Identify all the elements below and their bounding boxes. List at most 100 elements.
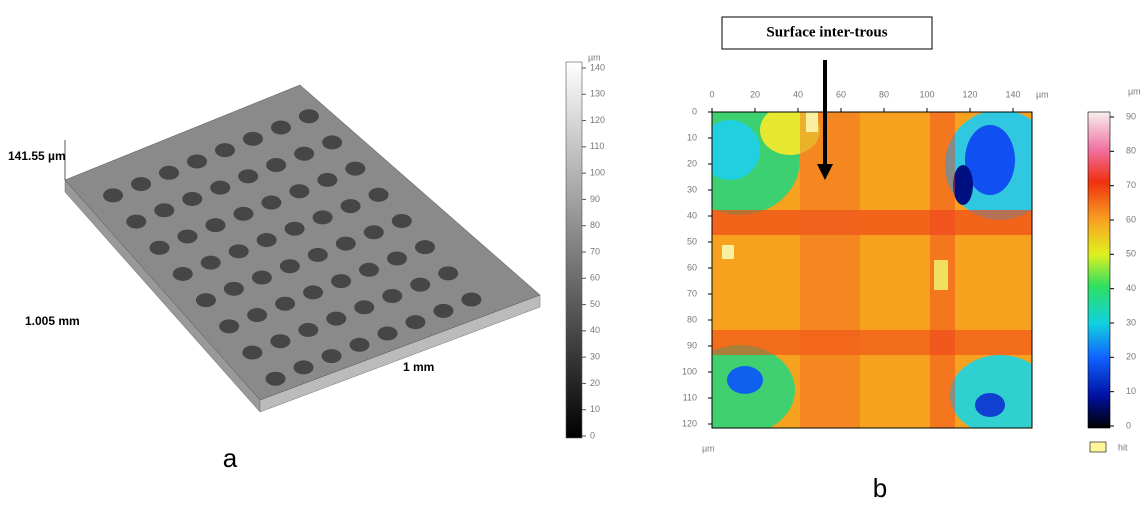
hole: [219, 319, 240, 334]
colorbar-tick-label: 10: [590, 404, 600, 414]
y-tick-label: 40: [687, 210, 697, 220]
colorbar-tick-label: 60: [590, 273, 600, 283]
hole: [187, 154, 207, 169]
x-tick-label: 120: [962, 89, 977, 99]
hole: [303, 285, 324, 300]
panel-a-label: a: [223, 443, 238, 473]
hole: [177, 229, 198, 244]
hole: [461, 292, 482, 307]
colorbar-a: [565, 61, 583, 439]
colorbar-tick-label: 20: [1126, 352, 1136, 362]
hole: [321, 349, 342, 364]
height-label: 141.55 µm: [8, 149, 66, 163]
x-tick-label: 140: [1005, 89, 1020, 99]
hole: [200, 255, 221, 270]
y-tick-label: 120: [682, 418, 697, 428]
y-tick-label: 30: [687, 184, 697, 194]
colorbar-tick-label: 60: [1126, 214, 1136, 224]
hole: [251, 270, 272, 285]
colorbar-tick-label: 40: [590, 325, 600, 335]
colorbar-tick-label: 10: [1126, 386, 1136, 396]
depth-label: 1 mm: [403, 360, 434, 374]
hole: [131, 177, 152, 192]
hole: [438, 266, 459, 281]
colorbar-tick-label: 50: [1126, 249, 1136, 259]
x-tick-label: 40: [793, 89, 803, 99]
colorbar-tick-label: 130: [590, 89, 605, 99]
hole: [159, 165, 180, 180]
surface-3d: [64, 84, 541, 413]
annotation: Surface inter-trous: [766, 24, 887, 40]
y-tick-label: 50: [687, 236, 697, 246]
width-label: 1.005 mm: [25, 314, 80, 328]
hole: [103, 188, 124, 203]
y-tick-label: 110: [683, 392, 697, 402]
plot-frame: [711, 111, 1033, 429]
colorbar-tick-label: 70: [1126, 180, 1136, 190]
y-tick-label: 0: [692, 106, 697, 116]
x-tick-label: 0: [709, 89, 714, 99]
hole: [359, 262, 380, 277]
hole: [326, 311, 347, 326]
x-tick-label: 60: [836, 89, 846, 99]
hole: [265, 371, 286, 386]
colorbar-a-unit: µm: [588, 52, 601, 62]
hole: [284, 221, 305, 236]
colorbar-tick-label: 90: [590, 194, 600, 204]
hole: [223, 281, 244, 296]
x-axis-unit: µm: [1036, 89, 1049, 99]
colorbar-tick-label: 50: [590, 299, 600, 309]
hole: [256, 233, 277, 248]
y-tick-label: 20: [687, 158, 697, 168]
hole: [182, 191, 203, 206]
hole: [275, 296, 296, 311]
y-tick-label: 100: [682, 366, 697, 376]
hole: [289, 184, 310, 199]
hole: [270, 334, 291, 349]
hole: [266, 158, 287, 173]
y-tick-label: 70: [687, 288, 697, 298]
hole: [368, 187, 389, 202]
hole: [126, 214, 147, 229]
hole: [293, 360, 314, 375]
hole: [331, 274, 352, 289]
hole: [322, 135, 343, 150]
hole: [154, 203, 175, 218]
hole: [242, 131, 263, 146]
hole: [210, 180, 231, 195]
hole: [298, 322, 319, 337]
hole: [391, 213, 412, 228]
hole: [405, 315, 426, 330]
hole: [307, 247, 328, 262]
hole: [414, 240, 435, 255]
hole: [279, 259, 300, 274]
y-tick-label: 60: [687, 262, 697, 272]
hole: [242, 345, 263, 360]
missing-swatch: [1089, 441, 1107, 453]
hole: [335, 236, 356, 251]
hole: [228, 244, 249, 259]
hole: [195, 293, 216, 308]
colorbar-tick-label: 120: [590, 115, 605, 125]
hole: [261, 195, 282, 210]
colorbar-tick-label: 0: [1126, 420, 1131, 430]
colorbar-tick-label: 20: [590, 378, 600, 388]
hole: [354, 300, 375, 315]
hole: [149, 240, 170, 255]
colorbar-tick-label: 80: [1126, 146, 1136, 156]
hole: [340, 199, 361, 214]
hole: [247, 308, 268, 323]
colorbar-tick-label: 80: [590, 220, 600, 230]
hole: [172, 266, 193, 281]
colorbar-tick-label: 40: [1126, 283, 1136, 293]
colorbar-tick-label: 140: [590, 62, 605, 72]
colorbar-tick-label: 90: [1126, 111, 1136, 121]
y-tick-label: 90: [687, 340, 697, 350]
hole: [233, 206, 254, 221]
panel-b-label: b: [873, 473, 887, 503]
hole: [294, 146, 315, 161]
hole: [387, 251, 407, 266]
colorbar-tick-label: 70: [590, 246, 600, 256]
hole: [214, 143, 235, 158]
hole: [205, 218, 226, 233]
